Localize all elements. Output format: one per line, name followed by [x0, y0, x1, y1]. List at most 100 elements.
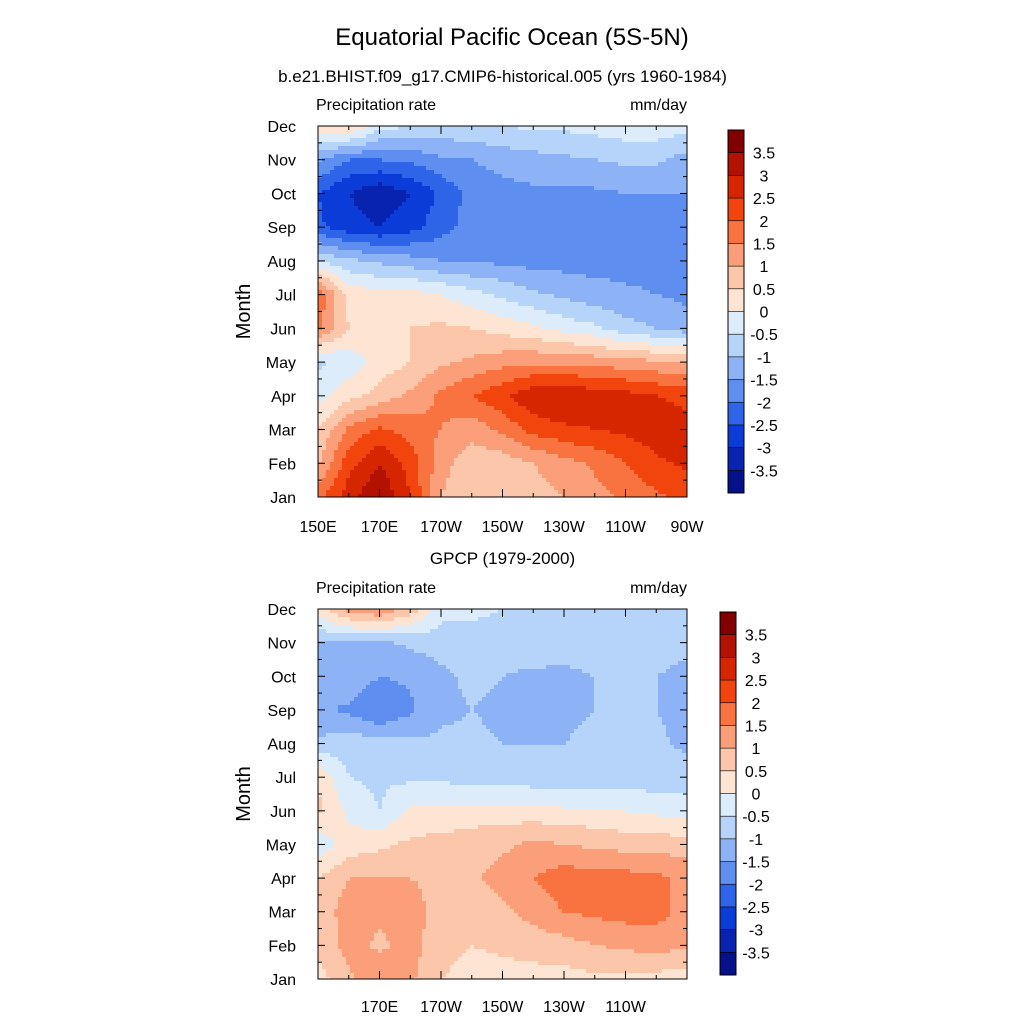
contour-cell [594, 146, 599, 151]
contour-cell [670, 194, 675, 199]
contour-cell [390, 142, 395, 147]
contour-cell [346, 326, 351, 331]
contour-cell [366, 226, 371, 231]
contour-cell [646, 142, 651, 147]
contour-cell [366, 150, 371, 155]
contour-cell [338, 318, 343, 323]
contour-cell [590, 174, 595, 179]
contour-cell [614, 158, 619, 163]
contour-cell [574, 302, 579, 307]
contour-cell [526, 218, 531, 223]
contour-cell [394, 226, 399, 231]
contour-cell [450, 242, 455, 247]
contour-cell [562, 174, 567, 179]
contour-cell [562, 158, 567, 163]
contour-cell [574, 134, 579, 139]
contour-cell [570, 278, 575, 283]
contour-cell [354, 130, 359, 135]
contour-cell [458, 306, 463, 311]
contour-cell [478, 330, 483, 335]
contour-cell [670, 322, 675, 327]
contour-cell [626, 134, 631, 139]
contour-cell [454, 214, 459, 219]
contour-cell [514, 150, 519, 155]
contour-cell [434, 174, 439, 179]
contour-cell [666, 294, 671, 299]
contour-cell [578, 126, 583, 131]
contour-cell [346, 250, 351, 255]
contour-cell [558, 298, 563, 303]
contour-cell [534, 202, 539, 207]
contour-cell [522, 294, 527, 299]
contour-cell [618, 322, 623, 327]
contour-cell [434, 278, 439, 283]
contour-cell [486, 270, 491, 275]
contour-cell [514, 218, 519, 223]
contour-cell [518, 190, 523, 195]
contour-cell [682, 194, 687, 199]
contour-cell [554, 306, 559, 311]
contour-cell [442, 238, 447, 243]
contour-cell [606, 166, 611, 171]
contour-cell [318, 226, 323, 231]
contour-cell [634, 298, 639, 303]
contour-cell [450, 278, 455, 283]
contour-cell [414, 310, 419, 315]
contour-cell [422, 298, 427, 303]
contour-cell [466, 258, 471, 263]
contour-cell [398, 142, 403, 147]
contour-cell [554, 178, 559, 183]
contour-cell [426, 126, 431, 131]
contour-cell [558, 154, 563, 159]
contour-cell [378, 334, 383, 339]
contour-cell [538, 306, 543, 311]
contour-cell [658, 170, 663, 175]
contour-cell [602, 214, 607, 219]
contour-cell [554, 190, 559, 195]
contour-cell [642, 274, 647, 279]
contour-cell [326, 302, 331, 307]
contour-cell [366, 162, 371, 167]
contour-cell [674, 222, 679, 227]
contour-cell [446, 186, 451, 191]
contour-cell [658, 174, 663, 179]
contour-cell [662, 186, 667, 191]
contour-cell [650, 334, 655, 339]
contour-cell [382, 250, 387, 255]
contour-cell [422, 138, 427, 143]
contour-cell [422, 198, 427, 203]
contour-cell [346, 130, 351, 135]
contour-cell [490, 170, 495, 175]
contour-cell [634, 310, 639, 315]
contour-cell [514, 318, 519, 323]
contour-cell [534, 338, 539, 343]
contour-cell [346, 330, 351, 335]
contour-cell [638, 206, 643, 211]
contour-cell [654, 282, 659, 287]
contour-cell [606, 154, 611, 159]
contour-cell [554, 202, 559, 207]
contour-cell [542, 330, 547, 335]
contour-cell [598, 222, 603, 227]
contour-cell [402, 134, 407, 139]
contour-cell [466, 294, 471, 299]
contour-cell [382, 154, 387, 159]
contour-cell [546, 310, 551, 315]
contour-cell [466, 146, 471, 151]
contour-cell [406, 262, 411, 267]
contour-cell [646, 310, 651, 315]
contour-cell [614, 130, 619, 135]
contour-cell [362, 238, 367, 243]
contour-cell [682, 330, 687, 335]
contour-cell [418, 314, 423, 319]
contour-cell [350, 234, 355, 239]
contour-cell [654, 334, 659, 339]
contour-cell [658, 182, 663, 187]
contour-cell [506, 174, 511, 179]
contour-cell [338, 210, 343, 215]
contour-cell [418, 146, 423, 151]
contour-cell [422, 274, 427, 279]
contour-cell [446, 266, 451, 271]
contour-cell [670, 326, 675, 331]
contour-cell [450, 310, 455, 315]
